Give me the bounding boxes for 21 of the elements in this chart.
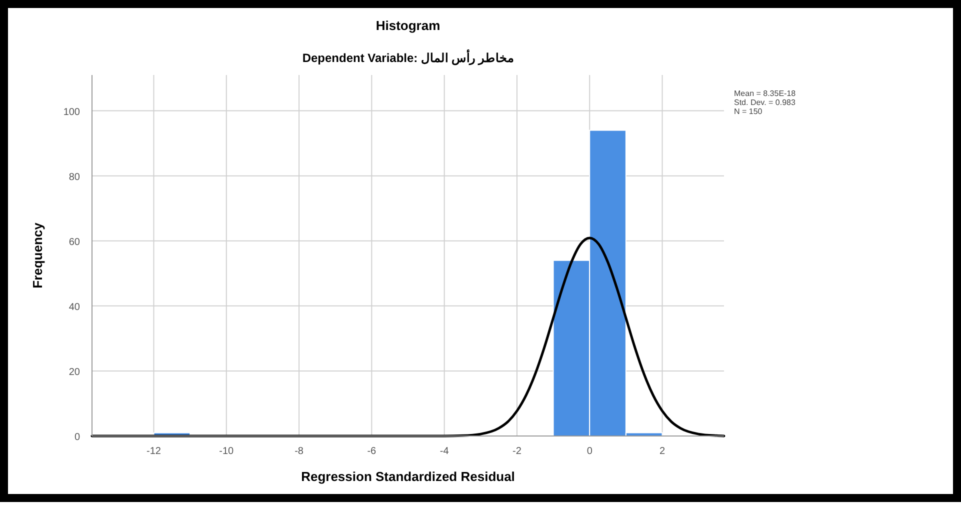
- x-tick-label: -10: [219, 446, 234, 457]
- x-tick-label: -8: [294, 446, 304, 457]
- x-axis-title: Regression Standardized Residual: [301, 469, 515, 484]
- y-tick-label: 20: [68, 366, 80, 378]
- y-axis-title: Frequency: [30, 222, 45, 288]
- chart-subtitle: Dependent Variable: مخاطر رأس المال: [302, 50, 514, 66]
- y-tick-label: 40: [68, 302, 80, 313]
- x-tick-label: -2: [512, 446, 522, 457]
- text: Std. Dev. = 0.983: [734, 98, 796, 107]
- y-tick-label: 0: [74, 432, 80, 443]
- y-tick-label: 100: [63, 106, 80, 118]
- x-tick-label: 2: [659, 446, 666, 457]
- y-tick-label: 60: [68, 236, 80, 248]
- text: Mean = 8.35E-18: [734, 89, 796, 98]
- y-tick-label: 80: [68, 172, 80, 183]
- chart-title: Histogram: [376, 18, 440, 33]
- x-tick-label: -4: [440, 446, 450, 457]
- text: N = 150: [734, 107, 763, 116]
- x-tick-label: -12: [146, 446, 162, 457]
- x-tick-label: -6: [367, 446, 377, 457]
- x-tick-label: 0: [586, 446, 593, 457]
